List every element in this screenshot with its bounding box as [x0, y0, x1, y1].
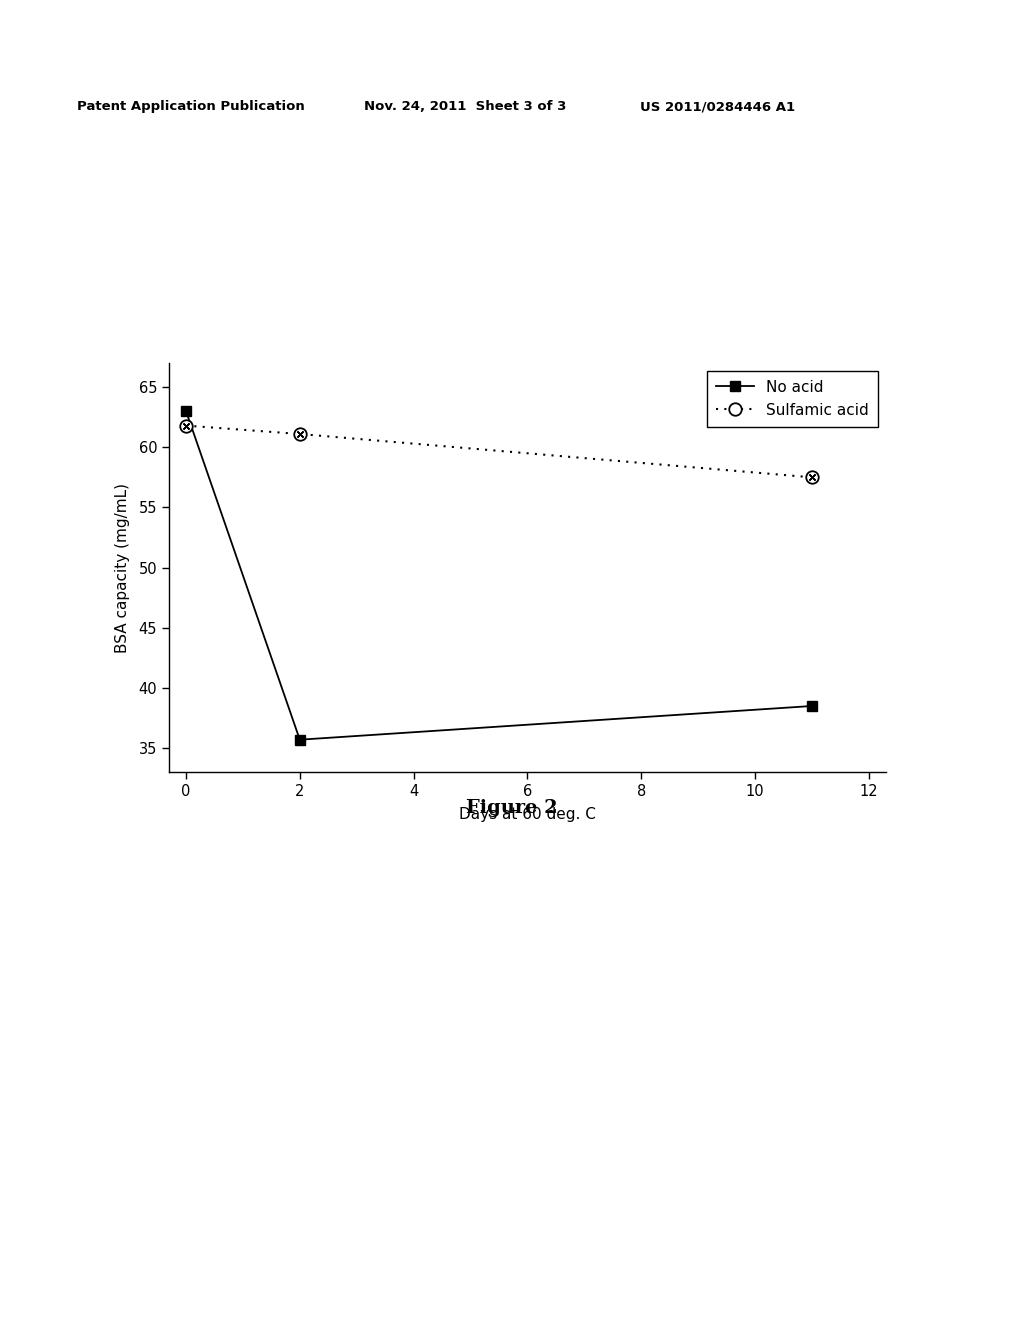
Legend: No acid, Sulfamic acid: No acid, Sulfamic acid [707, 371, 879, 426]
Text: Patent Application Publication: Patent Application Publication [77, 100, 304, 114]
Text: Nov. 24, 2011  Sheet 3 of 3: Nov. 24, 2011 Sheet 3 of 3 [364, 100, 566, 114]
Y-axis label: BSA capacity (mg/mL): BSA capacity (mg/mL) [115, 483, 130, 652]
Text: Figure 2: Figure 2 [466, 799, 558, 817]
Text: US 2011/0284446 A1: US 2011/0284446 A1 [640, 100, 795, 114]
X-axis label: Days at 60 deg. C: Days at 60 deg. C [459, 808, 596, 822]
